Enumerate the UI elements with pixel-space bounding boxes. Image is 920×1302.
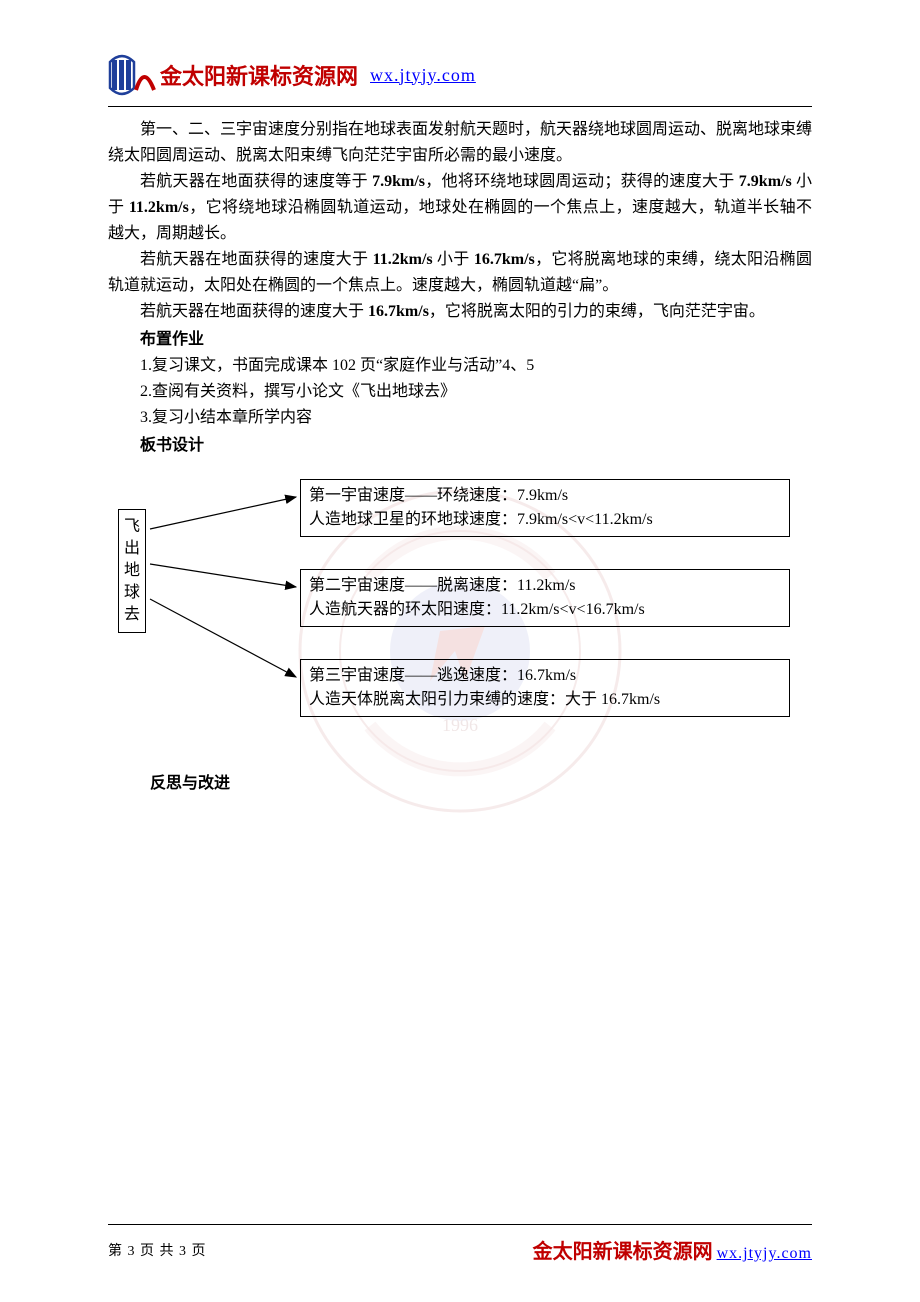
velocity-box-3: 第三宇宙速度——逃逸速度：16.7km/s 人造天体脱离太阳引力束缚的速度：大于…	[300, 659, 790, 717]
box1-line1: 第一宇宙速度——环绕速度：7.9km/s	[309, 484, 781, 508]
page-number: 第 3 页 共 3 页	[108, 1240, 207, 1260]
homework-item-1: 1.复习课文，书面完成课本 102 页“家庭作业与活动”4、5	[108, 353, 812, 379]
footer-brand: 金太阳新课标资源网	[533, 1241, 713, 1263]
paragraph-4: 若航天器在地面获得的速度大于 16.7km/s，它将脱离太阳的引力的束缚，飞向茫…	[108, 299, 812, 325]
reflect-heading: 反思与改进	[0, 739, 920, 793]
footer-url-link[interactable]: wx.jtyjy.com	[717, 1245, 812, 1262]
box1-line2: 人造地球卫星的环地球速度：7.9km/s<v<11.2km/s	[309, 508, 781, 532]
paragraph-1: 第一、二、三宇宙速度分别指在地球表面发射航天题时，航天器绕地球圆周运动、脱离地球…	[108, 117, 812, 169]
logo-icon	[108, 54, 156, 96]
header-url-link[interactable]: wx.jtyjy.com	[370, 65, 476, 86]
document-body: 第一、二、三宇宙速度分别指在地球表面发射航天题时，航天器绕地球圆周运动、脱离地球…	[0, 107, 920, 459]
footer-rule	[108, 1224, 812, 1225]
velocity-box-1: 第一宇宙速度——环绕速度：7.9km/s 人造地球卫星的环地球速度：7.9km/…	[300, 479, 790, 537]
box2-line2: 人造航天器的环太阳速度：11.2km/s<v<16.7km/s	[309, 598, 781, 622]
board-diagram: 飞 出 地 球 去 第一宇宙速度——环绕速度：7.9km/s 人造地球卫星的环地…	[108, 479, 812, 739]
box3-line1: 第三宇宙速度——逃逸速度：16.7km/s	[309, 664, 781, 688]
page-header: 金太阳新课标资源网 wx.jtyjy.com	[0, 0, 920, 100]
box3-line2: 人造天体脱离太阳引力束缚的速度：大于 16.7km/s	[309, 688, 781, 712]
page-footer: 第 3 页 共 3 页 金太阳新课标资源网 wx.jtyjy.com	[0, 1224, 920, 1264]
velocity-box-2: 第二宇宙速度——脱离速度：11.2km/s 人造航天器的环太阳速度：11.2km…	[300, 569, 790, 627]
board-heading: 板书设计	[108, 433, 812, 459]
homework-item-2: 2.查阅有关资料，撰写小论文《飞出地球去》	[108, 379, 812, 405]
homework-heading: 布置作业	[108, 327, 812, 353]
topic-box: 飞 出 地 球 去	[118, 509, 146, 633]
paragraph-2: 若航天器在地面获得的速度等于 7.9km/s，他将环绕地球圆周运动；获得的速度大…	[108, 169, 812, 247]
box2-line1: 第二宇宙速度——脱离速度：11.2km/s	[309, 574, 781, 598]
brand-name: 金太阳新课标资源网	[160, 59, 358, 91]
diagram-arrows	[146, 479, 306, 719]
paragraph-3: 若航天器在地面获得的速度大于 11.2km/s 小于 16.7km/s，它将脱离…	[108, 247, 812, 299]
homework-item-3: 3.复习小结本章所学内容	[108, 405, 812, 431]
